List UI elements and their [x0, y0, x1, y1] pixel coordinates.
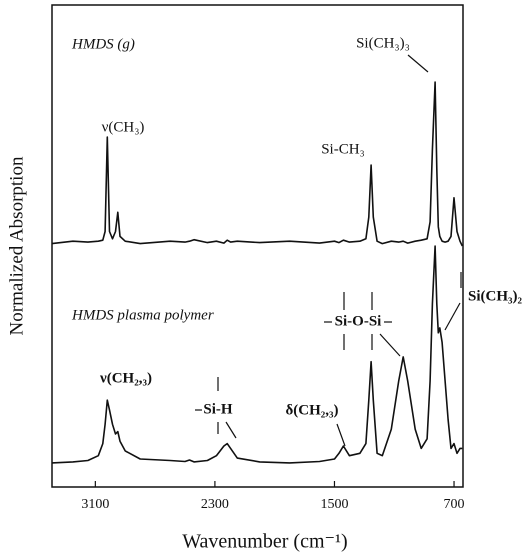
series-label: HMDS plasma polymer [71, 307, 214, 323]
annotation-leaders [195, 54, 462, 447]
peak-annotation: ν(CH₃) [102, 119, 145, 135]
peak-annotation: Si(CH₃)₃ [356, 35, 410, 51]
peak-annotation: Si(CH₃)₂ [468, 288, 522, 304]
spectrum-line [51, 81, 464, 247]
x-tick-label: 3100 [81, 497, 109, 512]
spectrum-line [51, 245, 463, 464]
x-tick-label: 1500 [320, 497, 348, 512]
peak-annotation: Si-H [203, 401, 233, 417]
peak-annotation: Si-O-Si [335, 313, 382, 329]
plot-frame [51, 4, 464, 488]
x-axis-label: Wavenumber (cm⁻¹) [182, 531, 347, 553]
y-axis-label: Normalized Absorption [6, 156, 27, 335]
peak-annotation: δ(CH₂,₃) [285, 402, 338, 418]
x-tick-label: 700 [444, 497, 465, 512]
peak-annotation: ν(CH₂,₃) [99, 370, 152, 386]
peak-annotation: Si-CH₃ [321, 141, 365, 157]
series-label: HMDS (g) [71, 36, 135, 52]
x-tick-label: 2300 [201, 497, 229, 512]
